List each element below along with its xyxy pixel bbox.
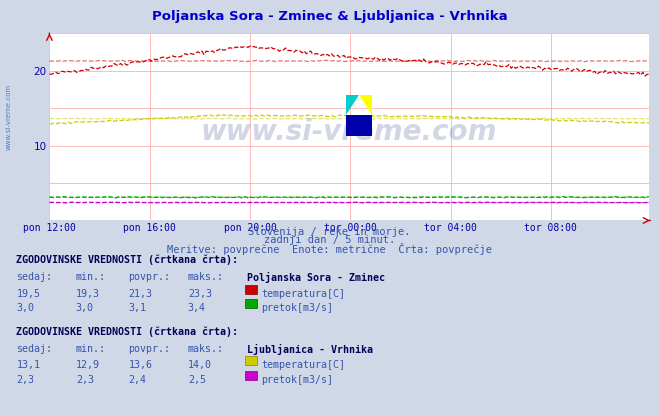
Text: temperatura[C]: temperatura[C]	[262, 360, 345, 370]
Text: sedaj:: sedaj:	[16, 344, 53, 354]
Text: 19,3: 19,3	[76, 289, 100, 299]
Text: Poljanska Sora - Zminec: Poljanska Sora - Zminec	[247, 272, 385, 283]
Text: ZGODOVINSKE VREDNOSTI (črtkana črta):: ZGODOVINSKE VREDNOSTI (črtkana črta):	[16, 326, 239, 337]
Text: 2,4: 2,4	[129, 375, 146, 385]
Text: www.si-vreme.com: www.si-vreme.com	[5, 84, 11, 149]
Text: 3,0: 3,0	[16, 303, 34, 313]
Text: 2,3: 2,3	[16, 375, 34, 385]
Text: 3,0: 3,0	[76, 303, 94, 313]
Text: 2,5: 2,5	[188, 375, 206, 385]
Text: min.:: min.:	[76, 272, 106, 282]
Text: maks.:: maks.:	[188, 272, 224, 282]
Text: temperatura[C]: temperatura[C]	[262, 289, 345, 299]
Text: Poljanska Sora - Zminec & Ljubljanica - Vrhnika: Poljanska Sora - Zminec & Ljubljanica - …	[152, 10, 507, 23]
Text: zadnji dan / 5 minut.: zadnji dan / 5 minut.	[264, 235, 395, 245]
Text: maks.:: maks.:	[188, 344, 224, 354]
Text: 13,1: 13,1	[16, 360, 40, 370]
Polygon shape	[346, 115, 372, 136]
Text: 19,5: 19,5	[16, 289, 40, 299]
Text: 12,9: 12,9	[76, 360, 100, 370]
Text: pretok[m3/s]: pretok[m3/s]	[262, 375, 333, 385]
Text: 23,3: 23,3	[188, 289, 212, 299]
Text: min.:: min.:	[76, 344, 106, 354]
Text: povpr.:: povpr.:	[129, 272, 171, 282]
Text: Ljubljanica - Vrhnika: Ljubljanica - Vrhnika	[247, 344, 373, 355]
Text: 21,3: 21,3	[129, 289, 152, 299]
Text: povpr.:: povpr.:	[129, 344, 171, 354]
Text: 3,4: 3,4	[188, 303, 206, 313]
Text: 2,3: 2,3	[76, 375, 94, 385]
Text: Slovenija / reke in morje.: Slovenija / reke in morje.	[248, 227, 411, 237]
Text: Meritve: povprečne  Enote: metrične  Črta: povprečje: Meritve: povprečne Enote: metrične Črta:…	[167, 243, 492, 255]
Text: pretok[m3/s]: pretok[m3/s]	[262, 303, 333, 313]
Text: sedaj:: sedaj:	[16, 272, 53, 282]
Text: ZGODOVINSKE VREDNOSTI (črtkana črta):: ZGODOVINSKE VREDNOSTI (črtkana črta):	[16, 255, 239, 265]
Polygon shape	[359, 94, 372, 115]
Text: 3,1: 3,1	[129, 303, 146, 313]
Text: 14,0: 14,0	[188, 360, 212, 370]
Text: www.si-vreme.com: www.si-vreme.com	[201, 119, 498, 146]
Polygon shape	[346, 94, 359, 115]
Text: 13,6: 13,6	[129, 360, 152, 370]
